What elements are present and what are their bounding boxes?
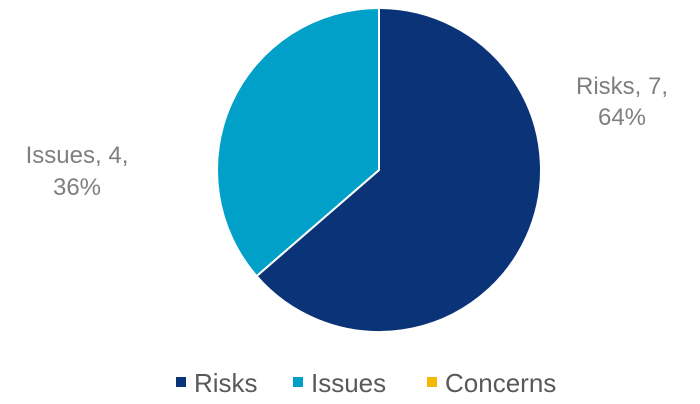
pie-slices [216,6,542,333]
data-label-issues-line2: 36% [53,174,101,201]
legend-label-risks: Risks [194,368,258,398]
data-label-issues-line1: Issues, 4, [26,142,129,169]
pie-slice-issues [216,6,380,278]
legend-swatch-issues [293,377,303,387]
chart-legend: Risks Issues Concerns [176,368,556,398]
legend-label-issues: Issues [311,368,386,398]
pie-slice-risks [255,6,542,333]
legend-swatch-risks [176,377,186,387]
legend-label-concerns: Concerns [445,368,556,398]
legend-swatch-concerns [427,377,437,387]
data-label-risks-line2: 64% [598,104,646,131]
data-label-risks-line1: Risks, 7, [576,73,668,100]
